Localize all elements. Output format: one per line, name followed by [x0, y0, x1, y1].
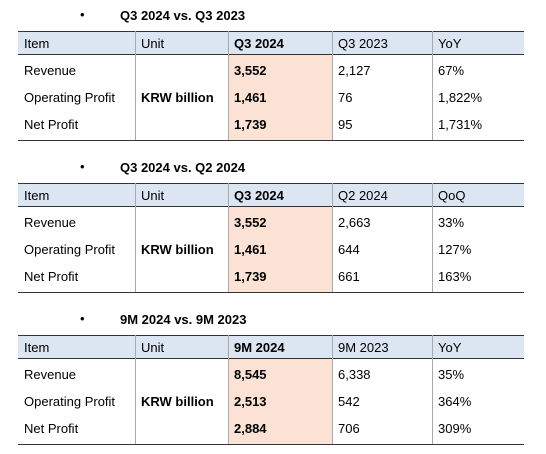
- row-label: Net Profit: [24, 117, 79, 132]
- header-cell: Unit: [141, 187, 165, 203]
- column-divider: [228, 335, 229, 444]
- value-cell: 1,461: [234, 90, 267, 105]
- value-cell: 76: [338, 90, 353, 105]
- value-cell: 644: [338, 242, 360, 257]
- table-bottom-border: [18, 140, 524, 141]
- header-cell: Q3 2023: [338, 35, 388, 51]
- section-title: 9M 2024 vs. 9M 2023: [120, 312, 247, 327]
- column-divider: [228, 183, 229, 292]
- section-title: Q3 2024 vs. Q2 2024: [120, 160, 246, 175]
- column-divider: [432, 31, 433, 140]
- value-cell: 1,461: [234, 242, 267, 257]
- value-cell: 2,513: [234, 394, 267, 409]
- column-divider: [135, 31, 136, 140]
- value-cell: 2,884: [234, 421, 267, 436]
- row-label: Operating Profit: [24, 394, 116, 409]
- header-cell: 9M 2023: [338, 339, 389, 355]
- value-cell: 3,552: [234, 63, 267, 78]
- value-cell: 3,552: [234, 215, 267, 230]
- header-cell: Unit: [141, 35, 165, 51]
- row-label: Net Profit: [24, 269, 79, 284]
- header-cell: YoY: [438, 35, 462, 51]
- value-cell: 309%: [438, 421, 472, 436]
- highlight-column: [228, 359, 332, 444]
- unit-cell: KRW billion: [141, 90, 214, 105]
- column-divider: [332, 335, 333, 444]
- value-cell: 1,739: [234, 269, 267, 284]
- column-divider: [332, 183, 333, 292]
- bullet: •: [80, 7, 85, 22]
- header-cell: QoQ: [438, 187, 466, 203]
- header-bg: [18, 335, 524, 359]
- header-cell: Item: [24, 35, 50, 51]
- value-cell: 163%: [438, 269, 472, 284]
- value-cell: 1,731%: [438, 117, 483, 132]
- row-label: Revenue: [24, 367, 77, 382]
- table-bottom-border: [18, 292, 524, 293]
- column-divider: [135, 183, 136, 292]
- value-cell: 1,739: [234, 117, 267, 132]
- header-cell: 9M 2024: [234, 339, 285, 355]
- unit-cell: KRW billion: [141, 394, 214, 409]
- value-cell: 6,338: [338, 367, 371, 382]
- unit-cell: KRW billion: [141, 242, 214, 257]
- value-cell: 33%: [438, 215, 465, 230]
- value-cell: 35%: [438, 367, 465, 382]
- header-cell: Q3 2024: [234, 35, 284, 51]
- value-cell: 1,822%: [438, 90, 483, 105]
- highlight-column: [228, 55, 332, 140]
- header-cell: Unit: [141, 339, 165, 355]
- column-divider: [228, 31, 229, 140]
- row-label: Revenue: [24, 63, 77, 78]
- value-cell: 67%: [438, 63, 465, 78]
- row-label: Revenue: [24, 215, 77, 230]
- column-divider: [432, 335, 433, 444]
- row-label: Net Profit: [24, 421, 79, 436]
- value-cell: 8,545: [234, 367, 267, 382]
- value-cell: 95: [338, 117, 353, 132]
- value-cell: 2,663: [338, 215, 371, 230]
- value-cell: 706: [338, 421, 360, 436]
- value-cell: 661: [338, 269, 360, 284]
- column-divider: [332, 31, 333, 140]
- header-cell: Q3 2024: [234, 187, 284, 203]
- header-bg: [18, 183, 524, 207]
- bullet: •: [80, 311, 85, 326]
- column-divider: [135, 335, 136, 444]
- header-cell: Q2 2024: [338, 187, 388, 203]
- value-cell: 127%: [438, 242, 472, 257]
- table-bottom-border: [18, 444, 524, 445]
- value-cell: 2,127: [338, 63, 371, 78]
- highlight-column: [228, 207, 332, 292]
- header-bg: [18, 31, 524, 55]
- header-cell: Item: [24, 339, 50, 355]
- value-cell: 364%: [438, 394, 472, 409]
- header-cell: Item: [24, 187, 50, 203]
- header-cell: YoY: [438, 339, 462, 355]
- row-label: Operating Profit: [24, 242, 116, 257]
- section-title: Q3 2024 vs. Q3 2023: [120, 8, 246, 23]
- row-label: Operating Profit: [24, 90, 116, 105]
- column-divider: [432, 183, 433, 292]
- bullet: •: [80, 159, 85, 174]
- value-cell: 542: [338, 394, 360, 409]
